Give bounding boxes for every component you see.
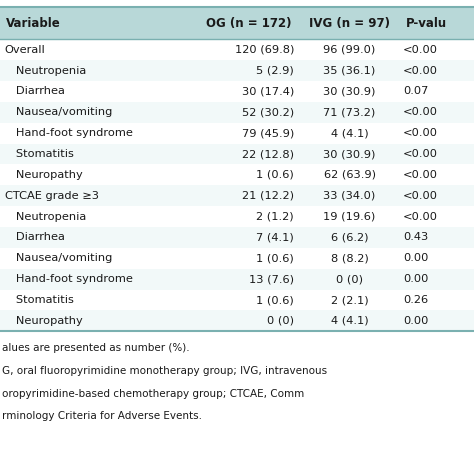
Text: 0.00: 0.00	[403, 253, 428, 264]
Bar	[0, 185, 474, 206]
Text: Stomatitis: Stomatitis	[5, 149, 73, 159]
Text: <0.00: <0.00	[403, 191, 438, 201]
Bar	[0, 227, 474, 248]
Text: 0 (0): 0 (0)	[336, 274, 363, 284]
Text: Hand-foot syndrome: Hand-foot syndrome	[5, 128, 133, 138]
Bar	[0, 269, 474, 290]
Text: 79 (45.9): 79 (45.9)	[242, 128, 294, 138]
Bar	[0, 310, 474, 331]
Bar	[0, 60, 474, 81]
Text: 8 (8.2): 8 (8.2)	[331, 253, 368, 264]
Text: Nausea/vomiting: Nausea/vomiting	[5, 253, 112, 264]
Text: Neutropenia: Neutropenia	[5, 65, 86, 76]
Text: 2 (1.2): 2 (1.2)	[256, 211, 294, 222]
Text: 1 (0.6): 1 (0.6)	[256, 253, 294, 264]
Text: 0.00: 0.00	[403, 274, 428, 284]
Text: 22 (12.8): 22 (12.8)	[242, 149, 294, 159]
Text: 0 (0): 0 (0)	[267, 316, 294, 326]
Text: 0.43: 0.43	[403, 232, 428, 243]
Text: Overall: Overall	[5, 45, 46, 55]
Text: <0.00: <0.00	[403, 211, 438, 222]
Text: 33 (34.0): 33 (34.0)	[323, 191, 376, 201]
Text: 19 (19.6): 19 (19.6)	[323, 211, 376, 222]
Text: 30 (30.9): 30 (30.9)	[323, 149, 376, 159]
Text: 0.07: 0.07	[403, 86, 428, 97]
Text: Nausea/vomiting: Nausea/vomiting	[5, 107, 112, 118]
Text: CTCAE grade ≥3: CTCAE grade ≥3	[5, 191, 99, 201]
Text: 4 (4.1): 4 (4.1)	[331, 128, 368, 138]
Text: 35 (36.1): 35 (36.1)	[323, 65, 376, 76]
Text: 1 (0.6): 1 (0.6)	[256, 170, 294, 180]
Text: IVG (n = 97): IVG (n = 97)	[309, 17, 390, 30]
Text: <0.00: <0.00	[403, 128, 438, 138]
Text: 30 (30.9): 30 (30.9)	[323, 86, 376, 97]
Bar	[0, 7, 474, 39]
Text: OG (n = 172): OG (n = 172)	[206, 17, 292, 30]
Text: <0.00: <0.00	[403, 65, 438, 76]
Text: Diarrhea: Diarrhea	[5, 232, 64, 243]
Text: 2 (2.1): 2 (2.1)	[331, 295, 368, 305]
Bar	[0, 144, 474, 164]
Text: alues are presented as number (%).: alues are presented as number (%).	[2, 343, 190, 353]
Text: 6 (6.2): 6 (6.2)	[331, 232, 368, 243]
Text: Stomatitis: Stomatitis	[5, 295, 73, 305]
Text: 96 (99.0): 96 (99.0)	[323, 45, 376, 55]
Text: 0.26: 0.26	[403, 295, 428, 305]
Text: 5 (2.9): 5 (2.9)	[256, 65, 294, 76]
Text: 52 (30.2): 52 (30.2)	[242, 107, 294, 118]
Text: rminology Criteria for Adverse Events.: rminology Criteria for Adverse Events.	[2, 411, 202, 421]
Text: 62 (63.9): 62 (63.9)	[324, 170, 375, 180]
Text: Hand-foot syndrome: Hand-foot syndrome	[5, 274, 133, 284]
Text: 120 (69.8): 120 (69.8)	[235, 45, 294, 55]
Text: Neuropathy: Neuropathy	[5, 316, 82, 326]
Text: Neutropenia: Neutropenia	[5, 211, 86, 222]
Text: G, oral fluoropyrimidine monotherapy group; IVG, intravenous: G, oral fluoropyrimidine monotherapy gro…	[2, 366, 328, 376]
Text: oropyrimidine-based chemotherapy group; CTCAE, Comm: oropyrimidine-based chemotherapy group; …	[2, 389, 305, 399]
Text: <0.00: <0.00	[403, 170, 438, 180]
Text: <0.00: <0.00	[403, 107, 438, 118]
Text: 4 (4.1): 4 (4.1)	[331, 316, 368, 326]
Text: 0.00: 0.00	[403, 316, 428, 326]
Text: 7 (4.1): 7 (4.1)	[256, 232, 294, 243]
Text: 21 (12.2): 21 (12.2)	[242, 191, 294, 201]
Text: P-valu: P-valu	[406, 17, 447, 30]
Text: 1 (0.6): 1 (0.6)	[256, 295, 294, 305]
Text: Neuropathy: Neuropathy	[5, 170, 82, 180]
Text: <0.00: <0.00	[403, 45, 438, 55]
Text: 13 (7.6): 13 (7.6)	[249, 274, 294, 284]
Bar	[0, 102, 474, 123]
Text: 30 (17.4): 30 (17.4)	[242, 86, 294, 97]
Text: 71 (73.2): 71 (73.2)	[323, 107, 376, 118]
Text: <0.00: <0.00	[403, 149, 438, 159]
Text: Diarrhea: Diarrhea	[5, 86, 64, 97]
Text: Variable: Variable	[6, 17, 61, 30]
